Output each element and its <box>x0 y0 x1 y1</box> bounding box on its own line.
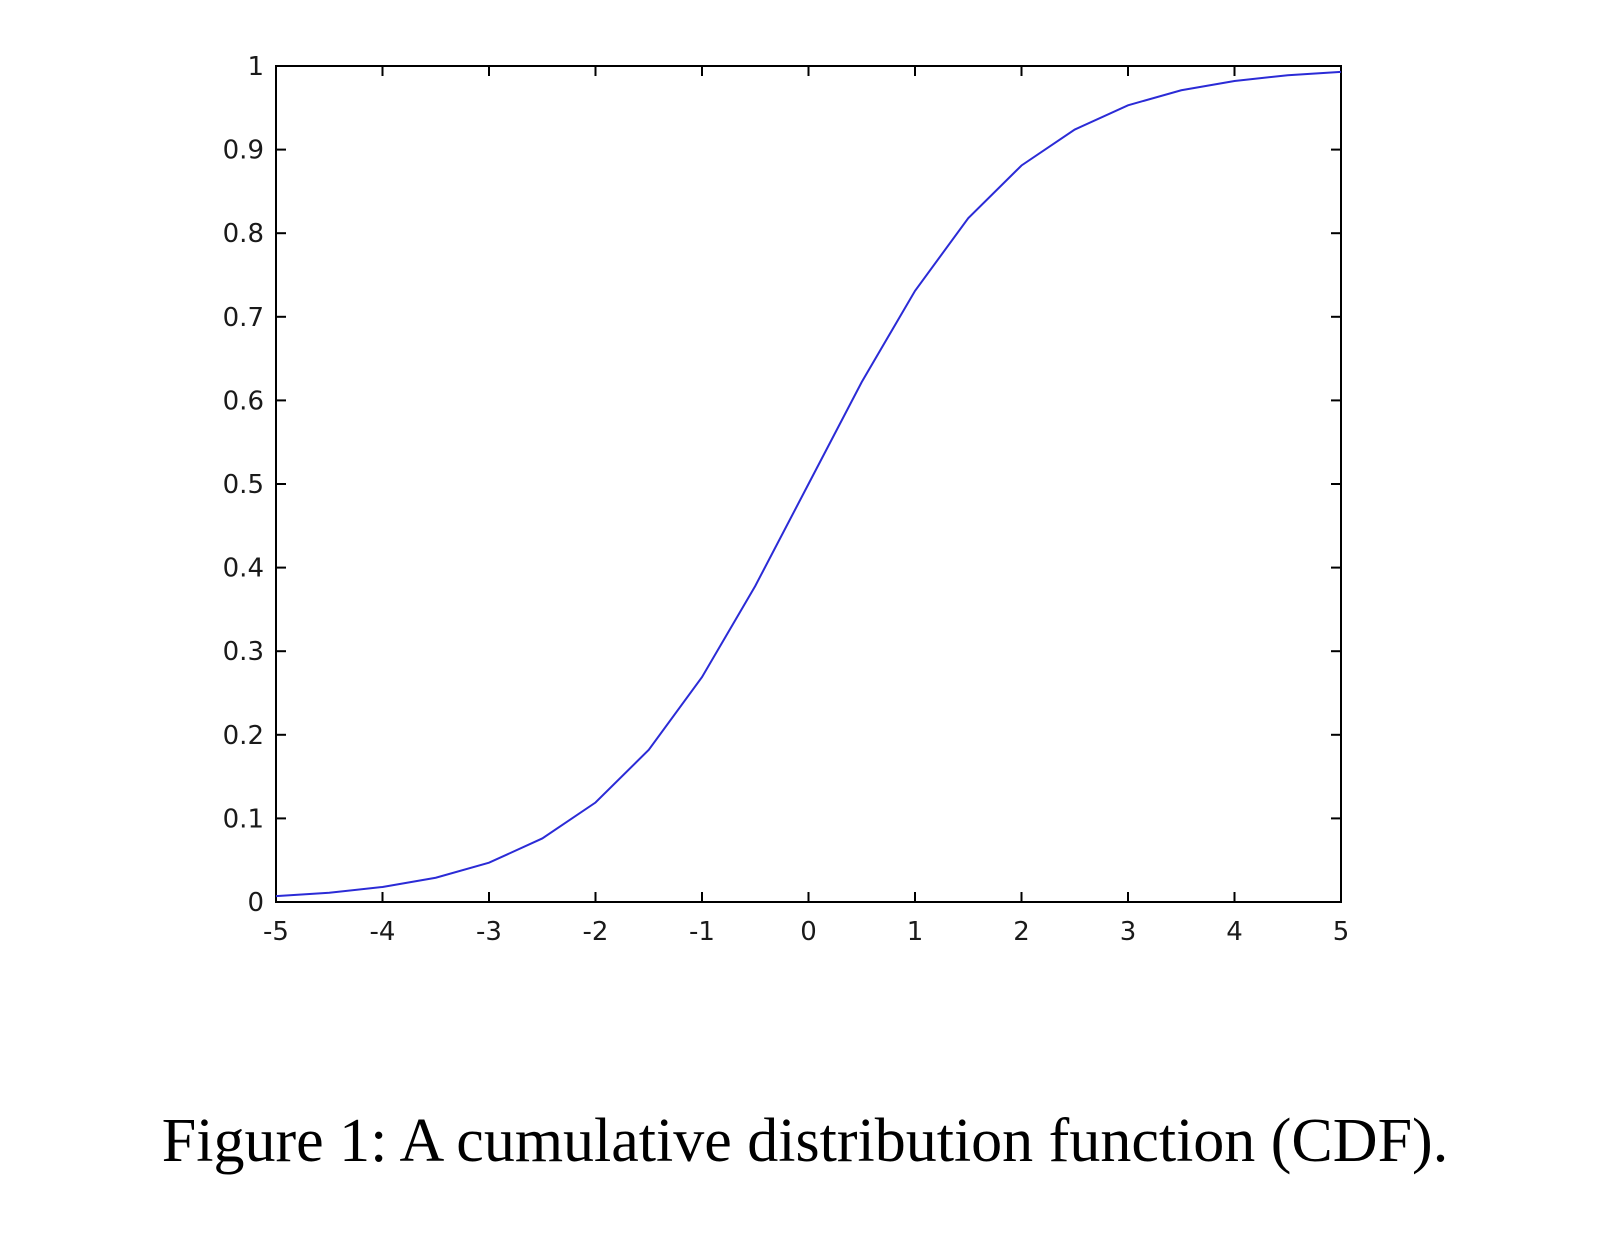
x-tick-label: -5 <box>263 917 289 947</box>
y-tick-label: 0.5 <box>223 470 264 500</box>
x-tick-label: -3 <box>476 917 502 947</box>
y-tick-label: 0.8 <box>223 219 264 249</box>
x-tick-label: 4 <box>1226 917 1243 947</box>
x-tick-label: 1 <box>907 917 924 947</box>
x-tick-label: -4 <box>370 917 396 947</box>
y-tick-label: 0.2 <box>223 721 264 751</box>
y-tick-label: 0.4 <box>223 554 264 584</box>
figure-caption: Figure 1: A cumulative distribution func… <box>161 1107 1449 1175</box>
y-tick-labels: 0 0.1 0.2 0.3 0.4 0.5 0.6 0.7 0.8 0.9 1 <box>223 52 264 918</box>
x-tick-labels: -5 -4 -3 -2 -1 0 1 2 3 4 5 <box>263 917 1349 947</box>
y-tick-label: 0.7 <box>223 303 264 333</box>
y-tick-label: 0.3 <box>223 637 264 667</box>
x-tick-label: -2 <box>583 917 609 947</box>
y-tick-label: 0.1 <box>223 804 264 834</box>
x-tick-label: 3 <box>1120 917 1137 947</box>
x-tick-label: -1 <box>689 917 715 947</box>
cdf-chart: 0 0.1 0.2 0.3 0.4 0.5 0.6 0.7 0.8 0.9 1 -5 -4 -3 -2 -1… <box>223 52 1350 947</box>
y-tick-label: 0 <box>247 888 264 918</box>
y-tick-label: 0.6 <box>223 386 264 416</box>
x-tick-label: 0 <box>800 917 817 947</box>
tick-marks <box>275 65 1342 903</box>
y-tick-label: 0.9 <box>223 136 264 166</box>
x-tick-label: 2 <box>1013 917 1030 947</box>
y-tick-label: 1 <box>247 52 264 82</box>
cdf-curve <box>275 70 1342 898</box>
x-tick-label: 5 <box>1333 917 1350 947</box>
